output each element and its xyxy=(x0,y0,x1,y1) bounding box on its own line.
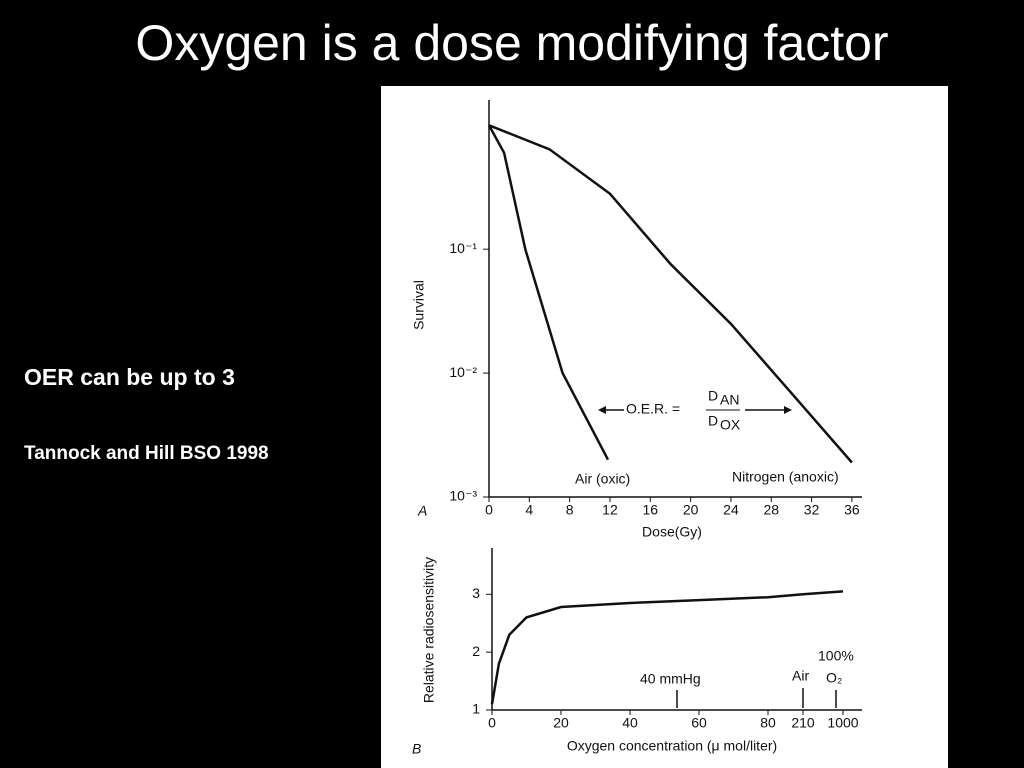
x-tick-label: 36 xyxy=(844,502,860,518)
x-tick-label: 8 xyxy=(566,502,574,518)
annotation: 40 mmHg xyxy=(640,671,701,687)
slide-title: Oxygen is a dose modifying factor xyxy=(135,15,889,71)
x-tick-label: 20 xyxy=(683,502,699,518)
x-axis-label: Dose(Gy) xyxy=(642,524,702,540)
x-tick-label: 210 xyxy=(791,715,815,731)
x-tick-label: 0 xyxy=(485,502,493,518)
y-tick-label: 3 xyxy=(472,585,480,601)
annotation: OX xyxy=(720,417,741,433)
figure-background xyxy=(381,86,948,768)
x-tick-label: 60 xyxy=(691,715,707,731)
bullet: Tannock and Hill BSO 1998 xyxy=(24,443,269,464)
x-tick-label: 16 xyxy=(643,502,659,518)
y-axis-label: Survival xyxy=(411,280,427,330)
y-tick-label: 10⁻³ xyxy=(449,488,477,504)
x-tick-label: 4 xyxy=(525,502,533,518)
data-line xyxy=(487,124,610,461)
x-tick-label: 32 xyxy=(804,502,820,518)
y-tick-label: 2 xyxy=(472,643,480,659)
x-tick-label: 0 xyxy=(488,715,496,731)
x-tick-label: 24 xyxy=(723,502,739,518)
x-tick-label: 28 xyxy=(763,502,779,518)
data-line xyxy=(488,124,853,464)
annotation: D xyxy=(708,388,718,404)
y-axis-label: Relative radiosensitivity xyxy=(421,557,437,703)
y-tick-label: 10⁻¹ xyxy=(449,240,477,256)
y-tick-label: 10⁻² xyxy=(449,364,477,380)
figure: Survival Dose(Gy) A Air (oxic) Nitrogen … xyxy=(381,86,948,768)
y-tick-label: 1 xyxy=(472,701,480,717)
annotation: D xyxy=(708,413,718,429)
annotation: O.E.R. = xyxy=(626,401,680,417)
annotation: O₂ xyxy=(826,670,842,686)
series-label: Air (oxic) xyxy=(575,471,630,487)
x-tick-label: 20 xyxy=(553,715,569,731)
x-tick-label: 80 xyxy=(760,715,776,731)
x-tick-label: 40 xyxy=(622,715,638,731)
panel-label: B xyxy=(412,741,421,757)
annotation: 100% xyxy=(818,648,854,664)
arrowhead xyxy=(598,406,606,414)
series-label: Nitrogen (anoxic) xyxy=(732,469,839,485)
bullet: OER can be up to 3 xyxy=(24,364,235,390)
x-tick-label: 1000 xyxy=(827,715,858,731)
data-line xyxy=(490,590,844,705)
annotation: Air xyxy=(792,668,809,684)
annotation: AN xyxy=(720,392,739,408)
panel-label: A xyxy=(417,503,427,519)
x-axis-label: Oxygen concentration (μ mol/liter) xyxy=(567,738,777,754)
x-tick-label: 12 xyxy=(602,502,618,518)
arrowhead xyxy=(784,406,792,414)
